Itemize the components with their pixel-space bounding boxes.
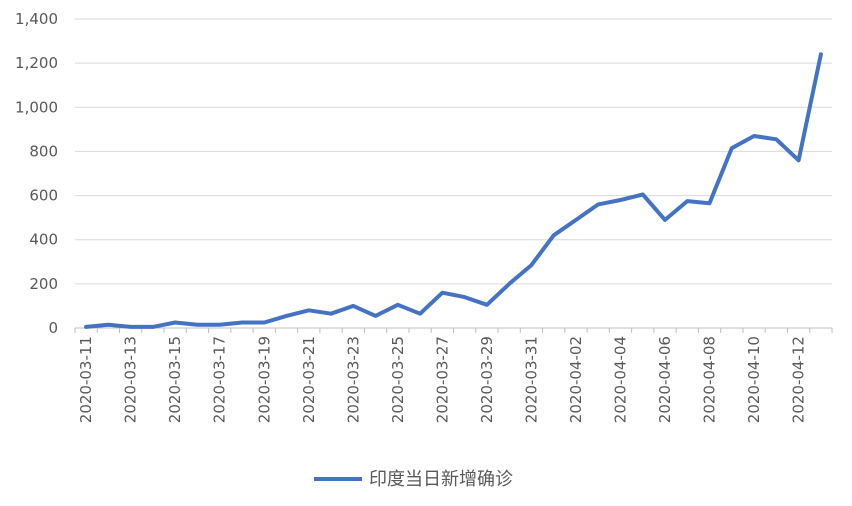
- x-tick-label: 2020-03-11: [77, 336, 95, 423]
- y-axis-tick-labels: 0 200 400 600 800 1,000 1,200 1,400: [15, 10, 58, 337]
- y-tick-label: 800: [29, 142, 58, 160]
- y-tick-label: 400: [29, 231, 58, 249]
- legend-label: 印度当日新增确诊: [369, 469, 513, 490]
- x-tick-label: 2020-04-08: [701, 336, 719, 423]
- x-tick-label: 2020-03-13: [122, 336, 140, 423]
- x-tick-label: 2020-03-21: [300, 336, 318, 423]
- y-tick-label: 0: [48, 319, 58, 337]
- x-tick-label: 2020-03-19: [255, 336, 273, 423]
- series-group: [84, 52, 823, 329]
- x-tick-label: 2020-04-12: [790, 336, 808, 423]
- x-tick-label: 2020-04-06: [656, 336, 674, 423]
- x-tick-label: 2020-04-02: [567, 336, 585, 423]
- x-tick-label: 2020-03-29: [478, 336, 496, 423]
- y-tick-label: 1,400: [15, 10, 58, 28]
- legend: 印度当日新增确诊: [314, 469, 513, 490]
- x-tick-label: 2020-03-31: [522, 336, 540, 423]
- y-tick-label: 1,000: [15, 98, 58, 116]
- x-tick-label: 2020-03-27: [433, 336, 451, 423]
- x-axis-tick-labels: 2020-03-11 2020-03-13 2020-03-15 2020-03-17…: [77, 336, 807, 423]
- y-tick-label: 600: [29, 187, 58, 205]
- series-line: [84, 52, 823, 329]
- x-tick-label: 2020-03-15: [166, 336, 184, 423]
- x-tick-label: 2020-04-04: [611, 336, 629, 423]
- x-tick-label: 2020-03-17: [211, 336, 229, 423]
- gridlines: [75, 18, 832, 285]
- x-tick-label: 2020-04-10: [745, 336, 763, 423]
- y-tick-label: 1,200: [15, 54, 58, 72]
- x-axis: [74, 327, 833, 333]
- x-tick-label: 2020-03-23: [344, 336, 362, 423]
- x-tick-label: 2020-03-25: [389, 336, 407, 423]
- y-tick-label: 200: [29, 275, 58, 293]
